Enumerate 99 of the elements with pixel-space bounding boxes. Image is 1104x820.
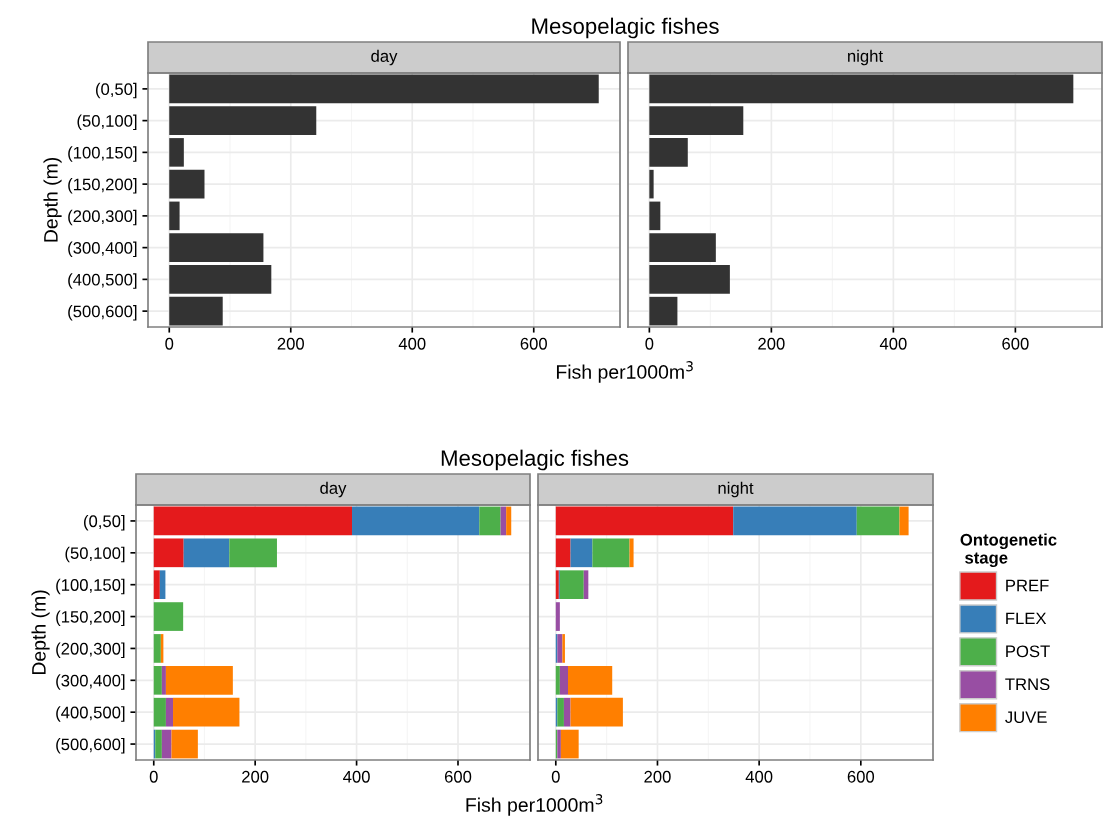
bar: [161, 665, 166, 695]
bar: [562, 634, 565, 663]
x-tick-label: 200: [277, 337, 305, 350]
x-tick-label: 0: [551, 770, 560, 783]
legend-title: Ontogenetic stage: [960, 533, 1057, 568]
bar: [169, 296, 223, 326]
x-axis-title: Fish per1000m$^{3}$: [556, 361, 693, 383]
y-tick-label: (400,500]: [68, 273, 137, 289]
y-tick-label: (100,150]: [68, 146, 137, 162]
bar: [555, 602, 560, 631]
x-tick-label: 200: [242, 770, 269, 783]
bar: [165, 697, 174, 727]
bar: [183, 538, 230, 568]
legend-label: POST: [1006, 645, 1050, 658]
chart-title: Mesopelagic fishes: [532, 17, 719, 39]
x-tick-label: 400: [745, 770, 773, 783]
chart-subtitle: day: [320, 481, 347, 498]
bar: [563, 697, 571, 727]
chart-subtitle: night: [718, 481, 754, 498]
bar: [649, 169, 654, 199]
bar: [506, 506, 512, 536]
x-tick-label: 400: [343, 770, 370, 783]
bar: [557, 634, 563, 663]
y-axis-title: Depth (m): [43, 157, 62, 242]
y-axis-title: Depth (m): [31, 590, 50, 675]
y-tick-label: (50,100]: [77, 114, 137, 131]
y-tick-label: (150,200]: [56, 610, 125, 627]
bar: [229, 538, 277, 568]
bar: [153, 697, 166, 727]
x-tick-label: 600: [444, 770, 472, 783]
bar: [856, 506, 900, 536]
bar: [155, 729, 162, 759]
bar: [649, 233, 716, 262]
bar: [559, 665, 568, 695]
bar: [649, 201, 661, 231]
bar: [479, 506, 501, 536]
bar: [169, 265, 272, 294]
legend-label: TRNS: [1005, 678, 1050, 691]
bar: [153, 634, 161, 663]
legend-label: PREF: [1006, 579, 1049, 592]
bar: [173, 697, 240, 727]
legend-label: JUVE: [1005, 711, 1047, 724]
y-tick-label: (200,300]: [56, 642, 125, 658]
x-axis-title: Fish per1000m$^{3}$: [466, 794, 603, 816]
x-tick-label: 600: [520, 337, 547, 350]
bar: [169, 233, 264, 262]
bar: [592, 538, 630, 568]
bar: [560, 729, 579, 759]
bar: [153, 538, 184, 568]
x-tick-label: 400: [879, 337, 907, 350]
bar: [169, 169, 205, 199]
bar: [171, 729, 198, 759]
y-tick-label: (100,150]: [56, 578, 125, 595]
y-tick-label: (150,200]: [68, 178, 137, 194]
bar: [899, 506, 909, 536]
x-tick-label: 0: [165, 337, 174, 350]
bar: [153, 602, 184, 631]
bar: [161, 729, 172, 759]
chart-subtitle: day: [371, 49, 398, 66]
bar: [557, 697, 564, 727]
y-tick-label: (300,400]: [56, 674, 125, 690]
bar: [555, 538, 571, 568]
legend-label: FLEX: [1006, 612, 1047, 625]
bar: [165, 665, 233, 695]
y-tick-label: (500,600]: [68, 305, 137, 321]
y-tick-label: (0,50]: [96, 82, 137, 99]
chart-subtitle: night: [848, 49, 883, 66]
x-tick-label: 200: [758, 337, 785, 350]
bar: [629, 538, 634, 568]
bar: [169, 201, 180, 231]
bar: [555, 665, 560, 695]
x-tick-label: 0: [645, 337, 654, 350]
bar: [570, 697, 623, 727]
bar: [567, 665, 613, 695]
y-tick-label: (400,500]: [56, 706, 125, 722]
x-tick-label: 400: [398, 337, 426, 350]
bar: [153, 570, 160, 600]
bar: [169, 106, 317, 135]
y-tick-label: (300,400]: [68, 241, 137, 258]
bar: [159, 570, 166, 600]
y-tick-label: (50,100]: [65, 546, 125, 563]
bar: [169, 138, 184, 167]
bar: [649, 296, 678, 326]
bar: [570, 538, 593, 568]
bar: [153, 665, 162, 695]
y-tick-label: (0,50]: [84, 514, 125, 531]
x-tick-label: 0: [149, 770, 158, 783]
bar: [559, 570, 584, 600]
x-tick-label: 200: [644, 770, 671, 783]
bar: [649, 138, 688, 167]
bar: [352, 506, 480, 536]
bar: [649, 265, 730, 294]
x-tick-label: 600: [1002, 337, 1029, 350]
x-tick-label: 600: [847, 770, 875, 783]
bar: [649, 106, 744, 135]
chart-title: Mesopelagic fishes: [441, 449, 629, 471]
y-tick-label: (500,600]: [56, 738, 125, 754]
y-tick-label: (200,300]: [68, 209, 137, 226]
bar: [733, 506, 857, 536]
